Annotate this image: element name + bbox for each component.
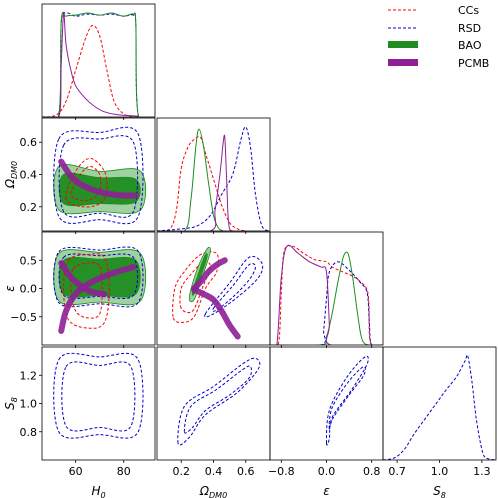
marginal-panel-S8 [383,354,496,460]
legend-entry-bao: BAO [388,39,482,52]
x-tick-label: 0.6 [237,465,255,478]
contour-pcmb [191,257,228,292]
panel-frame [41,3,156,118]
legend-label-ccs: CCs [458,4,479,17]
y-tick-label: 0.2 [20,201,38,214]
legend-label-bao: BAO [458,39,482,52]
panel-frame [382,346,497,461]
contour-rsd [325,355,369,446]
contour-panel-epsilon-S8 [325,355,369,446]
contour-rsd [53,352,144,439]
y-tick-label: −0.5 [10,311,37,324]
y-tick-label: 0.6 [20,136,38,149]
marginal-curve-rsd [42,11,155,117]
axis-label-OmegaDM0: ΩDM0 [3,161,19,189]
marginal-curve-rsd [270,261,383,345]
x-tick-label: −0.8 [268,465,295,478]
y-tick-label: 0.0 [20,283,38,296]
marginal-curve-ccs [42,24,134,117]
contour-panel-H0-epsilon [53,246,147,334]
marginal-curve-bao [42,12,155,117]
contour-ccs [65,157,108,208]
x-tick-label: 0.0 [318,465,336,478]
x-tick-label: 1.3 [473,465,491,478]
x-tick-label: 0.4 [205,465,223,478]
marginal-curve-ccs [270,245,383,345]
legend-entry-rsd: RSD [388,22,481,35]
contour-pcmb [58,158,139,199]
contour-rsd [53,246,144,308]
contour-rsd [61,361,136,432]
x-tick-label: 60 [69,465,83,478]
axis-label-S8: S8 [3,397,19,410]
marginal-curve-bao [270,251,383,345]
contour-panel-OmegaDM0-epsilon [172,246,264,340]
contour-panel-H0-OmegaDM0 [53,126,147,225]
contour-ccs [179,261,211,314]
y-tick-label: 0.4 [20,169,38,182]
marginal-curve-ccs [157,136,246,231]
axis-label-epsilon: ε [323,484,330,498]
contour-ccs [70,165,102,202]
contour-panel-H0-S8 [53,352,144,439]
legend-entry-pcmb: PCMB [388,57,489,70]
panel-frame [156,231,271,346]
contour-pcmb [191,286,241,340]
panels-layer: 60 80 0.2 0.4 0.6 −0.8 0.0 0.8 0.7 1.0 1.3 0.2 0.4 0.… [3,3,497,498]
x-tick-label: 0.7 [388,465,406,478]
x-tick-label: 1.0 [431,465,449,478]
panel-frame [156,346,271,461]
contour-ccs [63,253,110,329]
marginal-curve-pcmb [42,12,139,117]
panel-frame [41,346,156,461]
legend: CCs RSD BAO PCMB [388,4,489,70]
legend-label-rsd: RSD [458,22,481,35]
marginal-curve-rsd [157,126,270,231]
marginal-curve-rsd [383,354,496,460]
contour-rsd [204,255,264,318]
contour-pcmb [58,260,108,298]
marginal-panel-epsilon [270,244,383,345]
axis-label-epsilon: ε [3,285,17,292]
x-tick-label: 80 [117,465,131,478]
y-tick-label: 1.2 [20,369,38,382]
legend-entry-ccs: CCs [388,4,479,17]
legend-label-pcmb: PCMB [458,57,489,70]
x-tick-label: 0.8 [363,465,381,478]
contour-rsd [328,366,366,430]
contour-rsd [58,135,139,218]
y-tick-label: 0.8 [20,426,38,439]
marginal-panel-H0 [42,11,155,117]
x-tick-label: 0.2 [172,465,190,478]
marginal-curve-pcmb [270,244,383,345]
axis-label-S8: S8 [433,484,446,498]
marginal-panel-OmegaDM0 [157,126,270,231]
marginal-curve-bao [157,128,224,231]
y-tick-label: 1.0 [20,398,38,411]
contour-rsd [177,357,261,446]
contour-panel-OmegaDM0-S8 [177,357,261,446]
axis-label-H0: H0 [91,484,105,498]
marginal-curve-pcmb [157,134,234,231]
contour-rsd [183,365,253,434]
y-tick-label: 0.5 [20,254,38,267]
axis-label-OmegaDM0: ΩDM0 [199,484,227,498]
